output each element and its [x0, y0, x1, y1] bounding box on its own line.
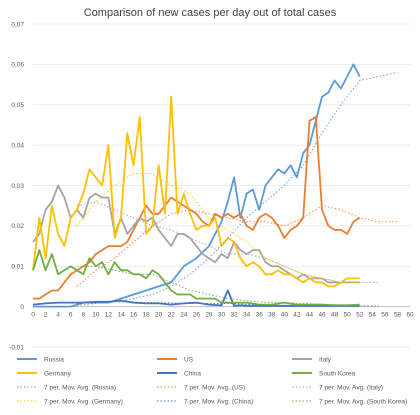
legend-label: US: [184, 356, 194, 363]
legend-label: South Korea: [319, 370, 356, 377]
legend-label: 7 per. Mov. Avg. (US): [184, 384, 245, 391]
x-tick-label: 6: [69, 312, 73, 319]
x-tick-label: 32: [230, 312, 238, 319]
x-tick-label: 48: [331, 312, 339, 319]
legend-label: Italy: [319, 356, 332, 363]
x-tick-label: 36: [256, 312, 264, 319]
x-tick-label: 8: [81, 312, 85, 319]
x-tick-label: 52: [356, 312, 364, 319]
y-tick-label: 0,01: [11, 264, 24, 271]
x-tick-label: 30: [218, 312, 226, 319]
x-tick-label: 14: [117, 312, 125, 319]
x-tick-label: 60: [406, 312, 414, 319]
legend-label: Russia: [44, 356, 64, 363]
x-tick-label: 34: [243, 312, 251, 319]
x-tick-label: 50: [344, 312, 352, 319]
series-line-3: [32, 95, 360, 288]
legend-label: 7 per. Mov. Avg. (Germany): [44, 398, 123, 405]
legend-label: 7 per. Mov. Avg. (South Korea): [319, 398, 407, 405]
x-tick-label: 12: [105, 312, 113, 319]
y-tick-label: 0,07: [11, 21, 24, 28]
x-tick-label: 18: [142, 312, 150, 319]
legend-label: 7 per. Mov. Avg. (Russia): [44, 384, 116, 391]
y-tick-label: 0,02: [11, 223, 24, 230]
series-line-6: [76, 71, 398, 306]
x-tick-label: 28: [205, 312, 213, 319]
legend-label: 7 per. Mov. Avg. (Italy): [319, 384, 383, 391]
series-line-2: [32, 184, 360, 284]
x-tick-label: 0: [31, 312, 35, 319]
x-tick-label: 58: [394, 312, 402, 319]
y-tick-label: 0,06: [11, 62, 24, 69]
y-tick-label: 0,04: [11, 142, 24, 149]
series-line-5: [32, 249, 360, 307]
x-tick-label: 56: [381, 312, 389, 319]
series-line-9: [76, 172, 360, 283]
x-tick-label: 2: [44, 312, 48, 319]
x-tick-label: 38: [268, 312, 276, 319]
legend-label: Germany: [44, 370, 71, 377]
chart-title: Comparison of new cases per day out of t…: [84, 7, 337, 19]
series-lines: [32, 63, 398, 308]
x-tick-label: 20: [155, 312, 163, 319]
x-tick-label: 22: [168, 312, 176, 319]
x-tick-label: 24: [180, 312, 188, 319]
x-tick-label: 46: [318, 312, 326, 319]
x-tick-label: 40: [281, 312, 289, 319]
legend: Russia US Italy Germany China South Korea 7 pe…: [17, 356, 407, 405]
x-tick-label: 54: [369, 312, 377, 319]
x-tick-label: 16: [130, 312, 138, 319]
y-tick-label: 0,05: [11, 102, 24, 109]
series-line-7: [76, 205, 398, 287]
x-tick-label: 4: [56, 312, 60, 319]
x-axis-ticks: 0 2 4 6 8 10 12 14 16 18 20 22 24 26 28 30 32 34 36 38 40 42 4…: [31, 312, 414, 319]
series-line-10: [76, 301, 379, 307]
y-axis-ticks: -0,01 0 0,01 0,02 0,03 0,04 0,05 0,06 0,07: [9, 21, 24, 351]
y-tick-label: 0: [20, 304, 24, 311]
legend-label: China: [184, 370, 201, 377]
y-tick-label: 0,03: [11, 183, 24, 190]
x-tick-label: 10: [92, 312, 100, 319]
y-tick-label: -0,01: [9, 344, 24, 351]
x-tick-label: 26: [193, 312, 201, 319]
series-line-8: [76, 201, 379, 283]
x-tick-label: 44: [306, 312, 314, 319]
legend-label: 7 per. Mov. Avg. (China): [184, 398, 253, 405]
x-tick-label: 42: [293, 312, 301, 319]
